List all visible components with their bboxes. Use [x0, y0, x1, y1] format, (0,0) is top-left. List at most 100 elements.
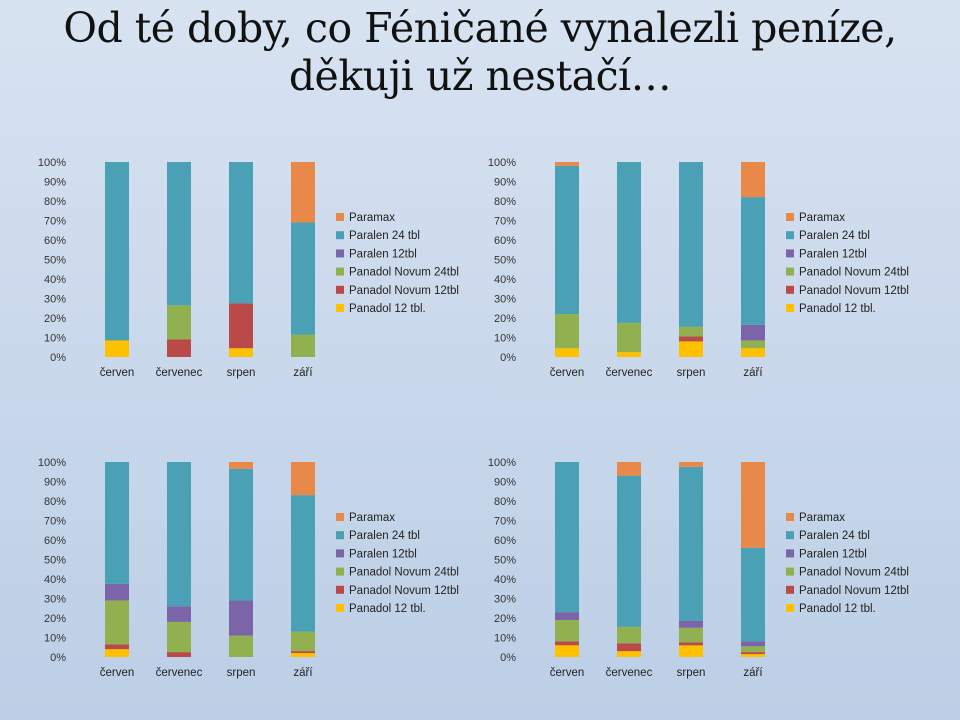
bar-segment — [105, 649, 129, 657]
y-tick-label: 0% — [500, 652, 516, 664]
bar-segment — [105, 162, 129, 341]
legend-label: Panadol 12 tbl. — [349, 603, 426, 615]
bar-segment — [741, 197, 765, 325]
bar-segment — [679, 466, 703, 621]
y-tick-label: 60% — [44, 235, 66, 247]
y-tick-label: 80% — [494, 496, 516, 508]
y-tick-label: 10% — [44, 633, 66, 645]
y-tick-label: 40% — [44, 574, 66, 586]
y-tick-label: 50% — [494, 555, 516, 567]
bar-segment — [741, 654, 765, 657]
legend-swatch — [786, 213, 794, 221]
x-tick-label: červenec — [156, 367, 203, 379]
bar-segment — [617, 643, 641, 652]
bar-segment — [229, 468, 253, 601]
bar-segment — [741, 462, 765, 548]
y-tick-label: 80% — [44, 196, 66, 208]
bar-segment — [167, 339, 191, 357]
bar-segment — [167, 305, 191, 340]
x-tick-label: září — [293, 367, 313, 379]
bar-segment — [679, 336, 703, 342]
bar-segment — [291, 495, 315, 632]
bar-segment — [291, 631, 315, 652]
legend-swatch — [786, 604, 794, 612]
y-tick-label: 50% — [44, 555, 66, 567]
legend-swatch — [336, 567, 344, 576]
bar-segment — [679, 162, 703, 327]
legend-swatch — [336, 267, 344, 276]
bar-segment — [105, 340, 129, 357]
bar-segment — [617, 162, 641, 323]
page-title: Od té doby, co Féničané vynalezli peníze… — [0, 4, 960, 100]
legend-label: Paralen 12tbl — [799, 248, 867, 260]
bar-segment — [741, 348, 765, 357]
legend-label: Panadol Novum 12tbl — [799, 585, 909, 597]
y-tick-label: 100% — [488, 457, 516, 469]
y-tick-label: 80% — [494, 196, 516, 208]
legend-label: Panadol Novum 24tbl — [349, 567, 459, 579]
legend-swatch — [786, 567, 794, 576]
x-tick-label: srpen — [677, 367, 706, 379]
chart-top-left: 0% 10% 20% 30% 40% 50% 60% 70% 80% 90% 100% červen č… — [38, 157, 459, 379]
bar-segment — [167, 652, 191, 657]
chart-bottom-left: 0% 10% 20% 30% 40% 50% 60% 70% 80% 90% 100% červen č… — [38, 457, 459, 679]
y-tick-label: 70% — [44, 216, 66, 228]
y-tick-label: 30% — [44, 594, 66, 606]
legend-swatch — [786, 285, 794, 294]
bar-segment — [291, 334, 315, 357]
y-tick-label: 30% — [44, 294, 66, 306]
y-tick-label: 10% — [494, 333, 516, 345]
bar-segment — [555, 314, 579, 349]
y-tick-label: 20% — [44, 613, 66, 625]
legend-label: Paramax — [349, 512, 395, 524]
bar-segment — [679, 627, 703, 643]
chart-top-right: 0% 10% 20% 30% 40% 50% 60% 70% 80% 90% 100% červen č… — [488, 157, 909, 379]
bar-segment — [555, 612, 579, 620]
bar-segment — [679, 645, 703, 657]
y-tick-label: 100% — [38, 457, 66, 469]
legend-swatch — [786, 531, 794, 540]
bar-segment — [105, 583, 129, 601]
y-tick-label: 0% — [50, 352, 66, 364]
bar-segment — [555, 165, 579, 315]
bar-segment — [741, 162, 765, 198]
legend-swatch — [336, 549, 344, 558]
bar-segment — [291, 162, 315, 223]
legend-swatch — [786, 249, 794, 258]
legend-swatch — [786, 513, 794, 521]
legend-swatch — [786, 585, 794, 594]
bar-segment — [555, 619, 579, 642]
bar-segment — [617, 352, 641, 357]
bar-segment — [679, 341, 703, 357]
bar-segment — [291, 222, 315, 335]
bar-segment — [617, 462, 641, 476]
y-tick-label: 0% — [500, 352, 516, 364]
y-tick-label: 40% — [494, 274, 516, 286]
bar-segment — [229, 303, 253, 349]
bar-segment — [105, 600, 129, 645]
x-tick-label: srpen — [227, 667, 256, 679]
legend-label: Panadol Novum 12tbl — [349, 585, 459, 597]
bar-segment — [229, 162, 253, 304]
legend-swatch — [336, 213, 344, 221]
legend-label: Panadol Novum 24tbl — [799, 567, 909, 579]
bar-segment — [555, 348, 579, 357]
bar-segment — [229, 635, 253, 657]
y-tick-label: 70% — [44, 516, 66, 528]
y-tick-label: 20% — [494, 613, 516, 625]
y-tick-label: 90% — [44, 177, 66, 189]
title-line-2: děkuji už nestačí… — [288, 52, 672, 100]
legend-label: Paramax — [349, 212, 395, 224]
y-tick-label: 60% — [44, 535, 66, 547]
y-tick-label: 90% — [44, 477, 66, 489]
legend-label: Paramax — [799, 212, 845, 224]
bar-segment — [679, 642, 703, 646]
y-tick-label: 60% — [494, 535, 516, 547]
bar-segment — [741, 340, 765, 349]
bar-segment — [555, 162, 579, 166]
legend-swatch — [786, 267, 794, 276]
legend-label: Paralen 12tbl — [799, 548, 867, 560]
y-tick-label: 10% — [494, 633, 516, 645]
bar-segment — [105, 462, 129, 584]
bar-segment — [291, 651, 315, 654]
